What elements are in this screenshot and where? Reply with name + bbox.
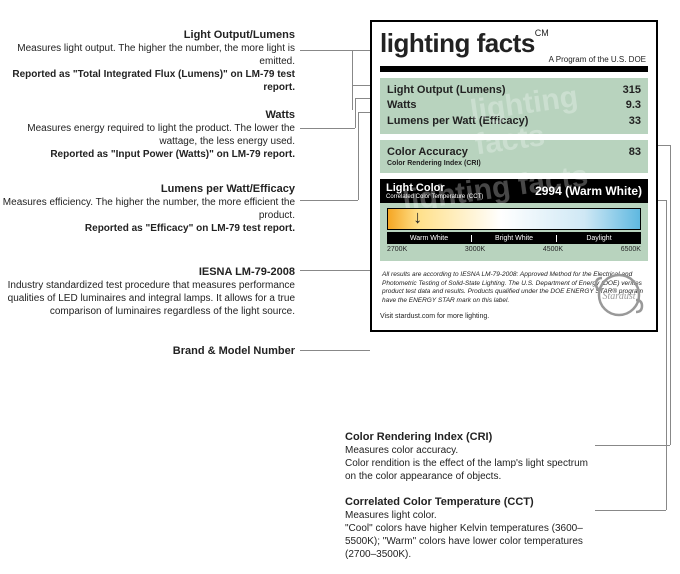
annotation-bold: Color rendition is the effect of the lam… [345,457,590,483]
metric-name-text: Color Accuracy [387,146,468,158]
connector-line [300,128,355,129]
annotation-iesna: IESNA LM-79-2008 Industry standardized t… [0,265,295,318]
connector-line [658,200,666,201]
seal-stamp-icon: Stardust [594,270,644,320]
spectrum-label: Warm White [387,235,472,242]
color-sub: Correlated Color Temperature (CCT) [386,194,483,200]
connector-line [300,270,370,271]
metric-sub: Color Rendering Index (CRI) [387,159,481,169]
annotation-desc: Measures light color. [345,509,590,522]
metric-value: 315 [623,83,641,98]
annotation-title: Correlated Color Temperature (CCT) [345,495,590,509]
annotation-efficacy: Lumens per Watt/Efficacy Measures effici… [0,182,295,235]
spectrum-arrow-icon: ↓ [413,207,422,228]
spectrum-gradient: ↓ [387,208,641,230]
annotation-bold: Reported as "Total Integrated Flux (Lume… [0,68,295,94]
annotation-title: Color Rendering Index (CRI) [345,430,590,444]
annotation-desc: "Cool" colors have higher Kelvin tempera… [345,522,590,561]
annotation-lumens: Light Output/Lumens Measures light outpu… [0,28,295,94]
metric-value: 9.3 [626,98,641,113]
annotation-title: IESNA LM-79-2008 [0,265,295,279]
kelvin-scale: 2700K 3000K 4500K 6500K [387,246,641,253]
svg-text:Stardust: Stardust [603,291,636,302]
label-header: lighting factsCM A Program of the U.S. D… [380,28,648,64]
metrics-panel: Light Output (Lumens) 315 Watts 9.3 Lume… [380,78,648,134]
annotation-cri: Color Rendering Index (CRI) Measures col… [345,430,590,483]
connector-line [352,50,353,110]
metric-name: Lumens per Watt (Efficacy) [387,114,528,129]
metric-name: Light Output (Lumens) [387,83,506,98]
connector-line [300,200,358,201]
annotation-title: Light Output/Lumens [0,28,295,42]
annotation-bold: Reported as "Input Power (Watts)" on LM-… [0,148,295,161]
spectrum-label: Daylight [557,235,641,242]
connector-line [595,445,670,446]
spectrum-labels: Warm White Bright White Daylight [387,232,641,244]
color-value: 2994 (Warm White) [535,184,642,198]
annotation-desc: Measures energy required to light the pr… [0,122,295,148]
divider-bar [380,66,648,72]
connector-line [358,112,370,113]
label-cm: CM [535,28,549,38]
color-header: Light Color Correlated Color Temperature… [380,179,648,203]
annotation-title: Brand & Model Number [0,344,295,358]
connector-line [300,350,370,351]
metric-value: 83 [629,145,641,168]
kelvin-tick: 6500K [621,246,641,253]
connector-line [355,98,356,128]
metric-row: Light Output (Lumens) 315 [387,83,641,98]
annotation-desc: Measures light output. The higher the nu… [0,42,295,68]
connector-line [595,510,666,511]
cri-panel: Color Accuracy Color Rendering Index (CR… [380,140,648,173]
lighting-facts-label: lighting facts lighting facts lighting f… [370,20,658,332]
annotation-bold: Reported as "Efficacy" on LM-79 test rep… [0,222,295,235]
metric-name: Color Accuracy Color Rendering Index (CR… [387,145,481,168]
connector-line [658,145,670,146]
annotation-desc: Industry standardized test procedure tha… [0,279,295,318]
kelvin-tick: 3000K [465,246,485,253]
metric-row: Lumens per Watt (Efficacy) 33 [387,114,641,129]
metric-row: Watts 9.3 [387,98,641,113]
connector-line [670,145,671,445]
annotation-title: Watts [0,108,295,122]
annotation-watts: Watts Measures energy required to light … [0,108,295,161]
color-panel: Light Color Correlated Color Temperature… [380,179,648,261]
connector-line [300,50,370,51]
annotation-title: Lumens per Watt/Efficacy [0,182,295,196]
spectrum: ↓ Warm White Bright White Daylight [387,208,641,244]
spectrum-label: Bright White [472,235,557,242]
connector-line [358,112,359,200]
metric-row: Color Accuracy Color Rendering Index (CR… [387,145,641,168]
kelvin-tick: 4500K [543,246,563,253]
label-title: lighting facts [380,28,535,58]
metric-value: 33 [629,114,641,129]
kelvin-tick: 2700K [387,246,407,253]
connector-line [666,200,667,510]
annotation-desc: Measures efficiency. The higher the numb… [0,196,295,222]
connector-line [355,98,370,99]
annotation-desc: Measures color accuracy. [345,444,590,457]
color-title: Light Color [386,182,445,194]
metric-name: Watts [387,98,417,113]
annotation-brand: Brand & Model Number [0,344,295,358]
connector-line [352,85,370,86]
annotation-cct: Correlated Color Temperature (CCT) Measu… [345,495,590,561]
